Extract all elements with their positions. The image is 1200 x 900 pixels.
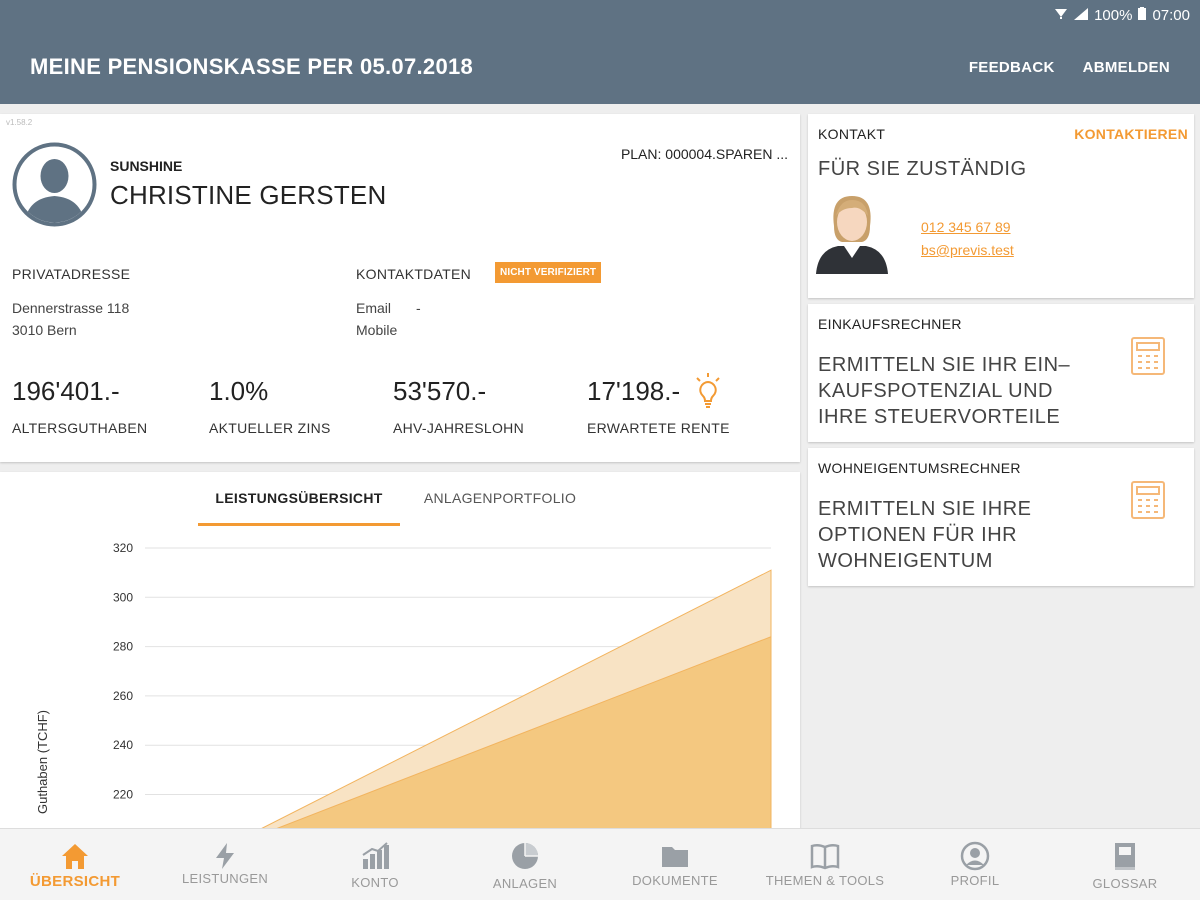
home-ownership-calculator-line: ERMITTELN SIE IHRE <box>818 498 1032 520</box>
pie-chart-icon <box>510 841 540 871</box>
y-axis-label: Guthaben (TCHF) <box>35 710 50 814</box>
nav-konto[interactable]: KONTO <box>300 829 450 900</box>
bar-chart-icon <box>360 841 390 871</box>
email-value: - <box>416 300 421 316</box>
chart-card: LEISTUNGSÜBERSICHT ANLAGENPORTFOLIO 220 2… <box>0 472 800 832</box>
nav-label: KONTO <box>351 875 399 890</box>
nav-uebersicht[interactable]: ÜBERSICHT <box>0 829 150 900</box>
profile-card: v1.58.2 SUNSHINE CHRISTINE GERSTEN PLAN:… <box>0 114 800 462</box>
nav-leistungen[interactable]: LEISTUNGEN <box>150 829 300 900</box>
nav-label: DOKUMENTE <box>632 873 718 888</box>
kpi-value: 196'401.- <box>12 376 120 406</box>
page-title: MEINE PENSIONSKASSE PER 05.07.2018 <box>30 54 474 79</box>
feedback-button[interactable]: FEEDBACK <box>968 58 1055 76</box>
plan-selector[interactable]: PLAN: 000004.SPAREN ... <box>620 146 788 162</box>
y-tick-label: 280 <box>113 640 133 654</box>
avatar <box>12 142 97 227</box>
nav-profil[interactable]: PROFIL <box>900 829 1050 900</box>
address-city: 3010 Bern <box>12 322 77 338</box>
home-ownership-calculator-card[interactable]: WOHNEIGENTUMSRECHNER ERMITTELN SIE IHRE … <box>808 448 1194 586</box>
purchase-calculator-card[interactable]: EINKAUFSRECHNER ERMITTELN SIE IHR EIN– K… <box>808 304 1194 442</box>
home-ownership-calculator-line: WOHNEIGENTUM <box>818 550 993 572</box>
advisor-avatar <box>816 192 888 274</box>
email-label: Email <box>356 300 392 316</box>
nav-label: ANLAGEN <box>492 876 558 891</box>
contact-card: KONTAKT KONTAKTIEREN FÜR SIE ZUSTÄNDIG 0… <box>808 114 1194 298</box>
purchase-calculator-line: IHRE STEUERVORTEILE <box>818 406 1061 428</box>
kpi-label: ALTERSGUTHABEN <box>12 420 148 436</box>
nav-label: LEISTUNGEN <box>181 871 269 886</box>
nav-dokumente[interactable]: DOKUMENTE <box>600 829 750 900</box>
chart-area-series-2 <box>211 636 772 832</box>
nav-glossar[interactable]: GLOSSAR <box>1050 829 1200 900</box>
y-tick-label: 320 <box>113 541 133 555</box>
app-version: v1.58.2 <box>6 118 33 127</box>
y-tick-label: 260 <box>113 689 133 703</box>
tab-anlagenportfolio[interactable]: ANLAGENPORTFOLIO <box>423 490 577 506</box>
y-tick-label: 300 <box>113 590 133 604</box>
contact-phone[interactable]: 012 345 67 89 <box>921 219 1011 235</box>
nav-label: PROFIL <box>950 873 1000 888</box>
pension-chart: 220 240 260 280 300 320 Guthaben (TCHF) <box>35 541 772 832</box>
mobile-label: Mobile <box>356 322 398 338</box>
battery-icon <box>1138 6 1147 24</box>
nav-label: GLOSSAR <box>1092 876 1158 891</box>
signal-icon <box>1074 7 1089 24</box>
status-bar: 100% 07:00 <box>0 0 1200 30</box>
nav-themen-tools[interactable]: THEMEN & TOOLS <box>750 829 900 900</box>
app-bar: MEINE PENSIONSKASSE PER 05.07.2018 FEEDB… <box>0 30 1200 104</box>
kpi-value: 1.0% <box>209 376 269 406</box>
kpi-value: 53'570.- <box>393 376 487 406</box>
contact-button[interactable]: KONTAKTIEREN <box>1074 126 1188 142</box>
nav-label: ÜBERSICHT <box>29 873 121 890</box>
contact-title: KONTAKT <box>818 126 886 142</box>
purchase-calculator-line: KAUFSPOTENZIAL UND <box>818 380 1053 402</box>
bottom-navigation: ÜBERSICHT LEISTUNGEN KONTO ANLAGEN DOKUM… <box>0 828 1200 900</box>
wifi-icon <box>1054 7 1068 24</box>
nav-anlagen[interactable]: ANLAGEN <box>450 829 600 900</box>
profile-icon <box>960 841 990 871</box>
responsible-heading: FÜR SIE ZUSTÄNDIG <box>818 158 1027 180</box>
home-ownership-calculator-title: WOHNEIGENTUMSRECHNER <box>818 460 1021 476</box>
lightning-icon <box>210 841 240 871</box>
address-label: PRIVATADRESSE <box>12 266 131 282</box>
lightbulb-icon[interactable] <box>694 372 722 412</box>
kpi-label: AHV-JAHRESLOHN <box>393 420 525 436</box>
kpi-label: AKTUELLER ZINS <box>209 420 331 436</box>
tab-leistungsuebersicht[interactable]: LEISTUNGSÜBERSICHT <box>198 490 400 526</box>
kpi-value: 17'198.- <box>587 376 681 406</box>
purchase-calculator-title: EINKAUFSRECHNER <box>818 316 962 332</box>
battery-percent: 100% <box>1094 6 1133 24</box>
kpi-label: ERWARTETE RENTE <box>587 420 730 436</box>
home-icon <box>60 841 90 871</box>
purchase-calculator-line: ERMITTELN SIE IHR EIN– <box>818 354 1071 376</box>
home-ownership-calculator-line: OPTIONEN FÜR IHR <box>818 524 1018 546</box>
y-tick-label: 220 <box>113 788 133 802</box>
calculator-icon <box>1130 480 1166 520</box>
clock: 07:00 <box>1152 6 1190 24</box>
y-tick-label: 240 <box>113 738 133 752</box>
company-name: SUNSHINE <box>110 158 183 174</box>
glossary-icon <box>1110 841 1140 871</box>
contact-data-label: KONTAKTDATEN <box>356 266 472 282</box>
not-verified-badge: NICHT VERIFIZIERT <box>495 262 602 283</box>
contact-email[interactable]: bs@previs.test <box>921 242 1014 258</box>
person-name: CHRISTINE GERSTEN <box>110 180 387 210</box>
folder-icon <box>660 841 690 871</box>
nav-label: THEMEN & TOOLS <box>765 873 885 888</box>
logout-button[interactable]: ABMELDEN <box>1082 58 1170 76</box>
book-icon <box>810 841 840 871</box>
address-street: Dennerstrasse 118 <box>12 300 130 316</box>
calculator-icon <box>1130 336 1166 376</box>
